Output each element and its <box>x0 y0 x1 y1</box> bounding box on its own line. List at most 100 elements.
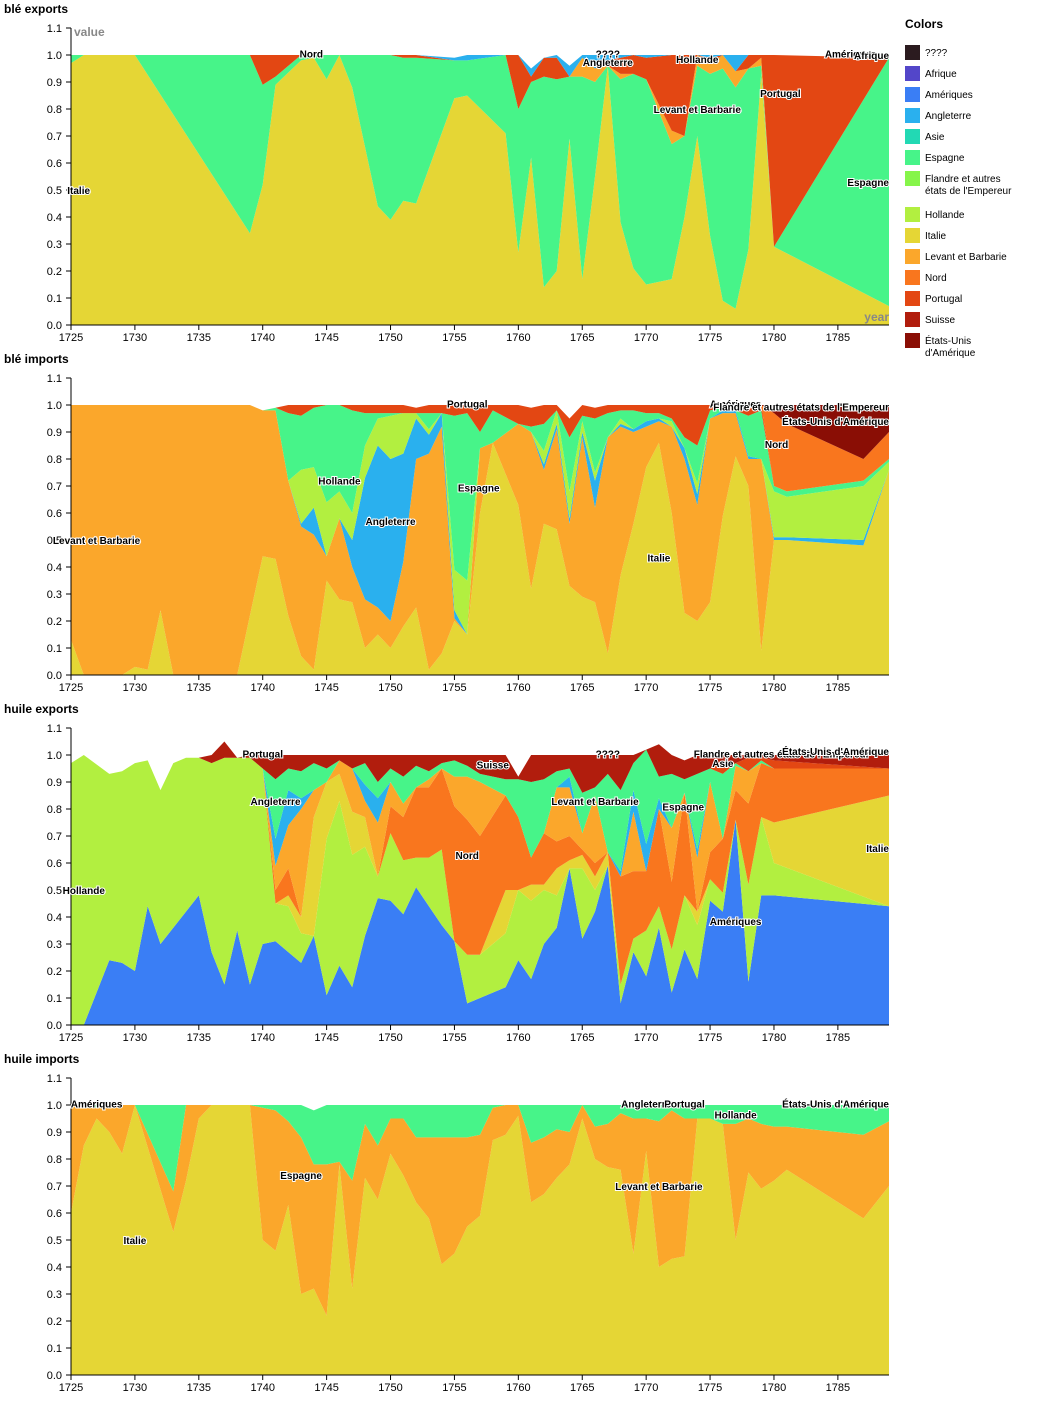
legend-item-ameriques[interactable]: Amériques <box>905 87 973 102</box>
legend-swatch <box>905 291 920 306</box>
legend-label: Levant et Barbarie <box>925 252 1007 263</box>
legend-item-afrique[interactable]: Afrique <box>905 66 957 81</box>
area-label-hollande: Hollande <box>318 477 361 488</box>
area-label-portugal: Portugal <box>760 89 801 100</box>
x-tick-label: 1785 <box>826 682 850 694</box>
y-tick-label: 0.7 <box>47 1181 62 1193</box>
area-etats-unis-d-amerique[interactable] <box>71 405 889 459</box>
area-levant-et-barbarie[interactable] <box>71 755 889 917</box>
area-espagne[interactable] <box>71 55 889 309</box>
x-tick-label: 1725 <box>59 682 83 694</box>
area-espagne[interactable] <box>71 405 889 581</box>
chart-title: huile imports <box>4 1052 80 1066</box>
legend-label: Flandre et autres <box>925 174 1001 185</box>
legend-item-levant-et-barbarie[interactable]: Levant et Barbarie <box>905 249 1007 264</box>
area-label-portugal: Portugal <box>447 400 488 411</box>
x-tick-label: 1740 <box>250 682 274 694</box>
legend-item-hollande[interactable]: Hollande <box>905 207 965 222</box>
area-label-italie: Italie <box>67 186 90 197</box>
legend-item-asie[interactable]: Asie <box>905 129 945 144</box>
area-hollande[interactable] <box>71 755 889 1025</box>
area-italie[interactable] <box>71 55 889 325</box>
x-tick-label: 1730 <box>123 1382 147 1394</box>
area-label-portugal: Portugal <box>242 750 283 761</box>
x-tick-label: 1770 <box>634 682 658 694</box>
area-label-angleterre: Angleterre <box>366 517 416 528</box>
area-italie[interactable] <box>71 442 889 675</box>
area-label-levant-et-barbarie: Levant et Barbarie <box>615 1182 703 1193</box>
chart-title: blé imports <box>4 352 69 366</box>
area-nord[interactable] <box>71 755 889 985</box>
y-tick-label: 1.0 <box>47 750 62 762</box>
area-label-afrique: Afrique <box>854 51 889 62</box>
area-label-suisse: Suisse <box>477 760 510 771</box>
area-suisse[interactable] <box>71 741 889 793</box>
x-tick-label: 1735 <box>187 682 211 694</box>
area-portugal[interactable] <box>71 749 889 793</box>
area-nord[interactable] <box>71 405 889 492</box>
legend-swatch <box>905 45 920 60</box>
legend-label: Italie <box>925 231 947 242</box>
area-label-unknown: ???? <box>596 50 620 61</box>
chart-panel-1: blé exports 0.0 0.1 0.2 0.3 0.4 0.5 0.6 0.7 0.8 0.… <box>4 2 890 344</box>
y-tick-label: 0.8 <box>47 1154 62 1166</box>
area-label-italie: Italie <box>124 1236 147 1247</box>
x-tick-label: 1770 <box>634 1032 658 1044</box>
y-tick-label: 0.9 <box>47 777 62 789</box>
area-ameriques[interactable] <box>71 819 889 1025</box>
x-tick-label: 1745 <box>314 1032 338 1044</box>
x-tick-label: 1735 <box>187 1032 211 1044</box>
y-tick-label: 0.6 <box>47 858 62 870</box>
x-tick-label: 1740 <box>250 1382 274 1394</box>
y-tick-label: 0.5 <box>47 535 62 547</box>
legend-item-italie[interactable]: Italie <box>905 228 947 243</box>
area-label-angleterre: Angleterre <box>621 1100 671 1111</box>
chart-panel-3: huile exports 0.0 0.1 0.2 0.3 0.4 0.5 0.6 0.7 0.8… <box>4 702 890 1044</box>
area-portugal[interactable] <box>71 405 889 492</box>
area-levant-et-barbarie[interactable] <box>71 405 889 675</box>
x-tick-label: 1755 <box>442 1382 466 1394</box>
area-levant-et-barbarie[interactable] <box>71 1105 889 1316</box>
y-tick-label: 1.1 <box>47 373 62 385</box>
y-tick-label: 0.1 <box>47 643 62 655</box>
legend-item-nord[interactable]: Nord <box>905 270 947 285</box>
area-espagne[interactable] <box>71 749 889 872</box>
legend-swatch <box>905 129 920 144</box>
area-label-levant-et-barbarie: Levant et Barbarie <box>551 797 639 808</box>
legend-swatch <box>905 171 920 186</box>
area-espagne[interactable] <box>71 1105 889 1192</box>
x-tick-label: 1725 <box>59 1382 83 1394</box>
legend-item-portugal[interactable]: Portugal <box>905 291 962 306</box>
legend-item-espagne[interactable]: Espagne <box>905 150 965 165</box>
legend-label: Portugal <box>925 294 962 305</box>
y-tick-label: 1.0 <box>47 400 62 412</box>
y-tick-label: 0.0 <box>47 1020 62 1032</box>
area-label-flandre-et-autres-etats-de-l-empereur: Flandre et autres états de l'Empereur <box>713 402 889 413</box>
area-portugal[interactable] <box>71 55 889 247</box>
x-tick-label: 1750 <box>378 682 402 694</box>
y-tick-label: 1.0 <box>47 1100 62 1112</box>
area-label-levant-et-barbarie: Levant et Barbarie <box>53 536 141 547</box>
legend-item-suisse[interactable]: Suisse <box>905 312 955 327</box>
x-tick-label: 1740 <box>250 332 274 344</box>
area-italie[interactable] <box>71 1105 889 1375</box>
legend-swatch <box>905 207 920 222</box>
x-tick-label: 1730 <box>123 682 147 694</box>
area-label-ameriques: Amériques <box>710 400 762 411</box>
area-label-nord: Nord <box>456 851 479 862</box>
legend-item-unknown[interactable]: ???? <box>905 45 948 60</box>
y-tick-label: 0.6 <box>47 158 62 170</box>
y-tick-label: 0.3 <box>47 589 62 601</box>
chart-title: huile exports <box>4 702 79 716</box>
legend-title: Colors <box>905 17 943 31</box>
legend-item-angleterre[interactable]: Angleterre <box>905 108 972 123</box>
area-label-etats-unis-d-amerique: États-Unis d'Amérique <box>782 1098 889 1111</box>
x-tick-label: 1760 <box>506 682 530 694</box>
area-label-espagne: Espagne <box>458 483 500 494</box>
legend-label: Nord <box>925 273 947 284</box>
legend-swatch <box>905 333 920 348</box>
y-tick-label: 0.3 <box>47 1289 62 1301</box>
area-angleterre[interactable] <box>71 755 889 877</box>
